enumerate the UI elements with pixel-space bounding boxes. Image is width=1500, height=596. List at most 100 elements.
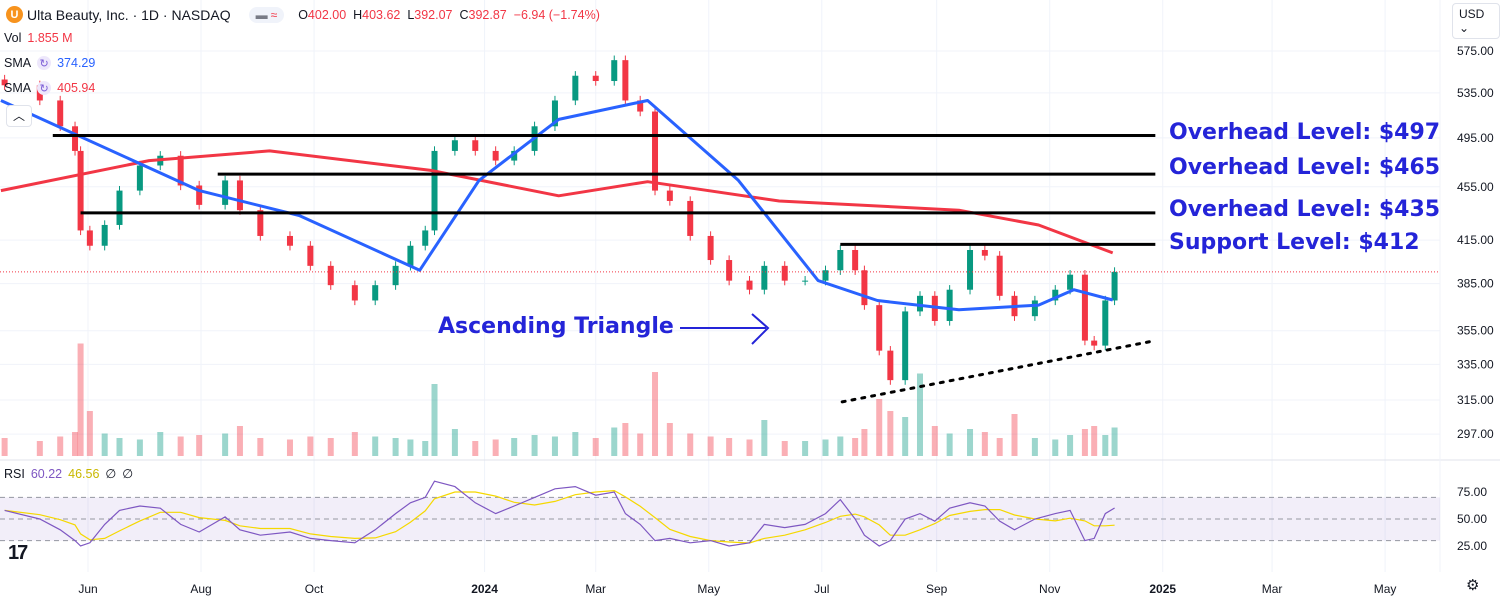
- volume-bar: [1011, 414, 1018, 456]
- candle-body: [1081, 274, 1088, 341]
- volume-bar: [746, 439, 753, 456]
- candle-body: [327, 265, 334, 286]
- candle-body: [372, 285, 379, 301]
- annotation-ascending-triangle: Ascending Triangle: [438, 314, 674, 339]
- candle-body: [726, 260, 733, 281]
- volume-bar: [1, 438, 8, 456]
- volume-bar: [707, 436, 714, 456]
- candle-body: [392, 265, 399, 286]
- tradingview-logo-icon[interactable]: 17: [8, 542, 28, 564]
- candle-body: [666, 190, 673, 201]
- volume-bar: [902, 417, 909, 456]
- candle-body: [902, 311, 909, 381]
- ohlc-values: O402.00 H403.62 L392.07 C392.87 −6.94 (−…: [298, 7, 600, 22]
- volume-legend[interactable]: Vol 1.855 M: [4, 31, 73, 45]
- volume-bar: [861, 429, 868, 456]
- volume-bar: [852, 438, 859, 456]
- rsi-tick-label: 50.00: [1457, 512, 1487, 526]
- sma200-legend[interactable]: SMA ↻ 405.94: [4, 81, 96, 95]
- candle-body: [1091, 340, 1098, 346]
- currency-select[interactable]: USD ⌄: [1452, 3, 1500, 39]
- candle-body: [946, 289, 953, 321]
- candle-body: [351, 285, 358, 301]
- candle-body: [622, 60, 629, 101]
- chart-style-toggle[interactable]: ▬ ≈: [248, 6, 285, 23]
- volume-bar: [931, 426, 938, 456]
- refresh-icon: ↻: [37, 56, 52, 70]
- collapse-legend-button[interactable]: ︿: [6, 105, 32, 127]
- volume-bar: [1031, 438, 1038, 456]
- volume-bar: [157, 432, 164, 456]
- x-tick-label: Sep: [926, 582, 948, 596]
- volume-bar: [687, 433, 694, 456]
- candle-body: [407, 245, 414, 266]
- volume-bar: [981, 432, 988, 456]
- candle-body: [707, 235, 714, 261]
- symbol-title[interactable]: Ulta Beauty, Inc. · 1D · NASDAQ: [27, 6, 231, 23]
- volume-bar: [611, 427, 618, 456]
- candle-body: [1, 79, 8, 86]
- volume-bar: [726, 438, 733, 456]
- volume-bar: [822, 439, 829, 456]
- volume-bar: [351, 432, 358, 456]
- candle-body: [57, 100, 64, 127]
- wave-icon: ≈: [270, 7, 278, 22]
- volume-bar: [652, 372, 659, 456]
- rsi-legend[interactable]: RSI 60.22 46.56 ∅ ∅: [4, 466, 134, 482]
- candle-body: [652, 111, 659, 191]
- candle-body: [592, 75, 599, 82]
- candle-body: [86, 230, 93, 246]
- candle-body: [1031, 300, 1038, 317]
- y-tick-label: 415.00: [1457, 233, 1494, 247]
- x-tick-label: Nov: [1039, 582, 1060, 596]
- volume-bar: [1067, 435, 1074, 456]
- candle-body: [307, 245, 314, 266]
- x-tick-label: Jul: [814, 582, 829, 596]
- chevron-up-icon: ︿: [12, 109, 25, 123]
- candle-body: [637, 100, 644, 112]
- volume-bar: [946, 433, 953, 456]
- candle-body: [1102, 300, 1109, 346]
- volume-bar: [637, 433, 644, 456]
- candle-body: [431, 150, 438, 231]
- candle-body: [236, 180, 243, 211]
- candle-body: [72, 126, 79, 151]
- sma50-legend[interactable]: SMA ↻ 374.29: [4, 56, 96, 70]
- x-tick-label: 2025: [1149, 582, 1176, 596]
- volume-bar: [77, 343, 84, 456]
- volume-bar: [1052, 439, 1059, 456]
- volume-bar: [286, 439, 293, 456]
- candle-body: [511, 150, 518, 161]
- y-tick-label: 315.00: [1457, 393, 1494, 407]
- volume-bar: [451, 429, 458, 456]
- symbol-header: U Ulta Beauty, Inc. · 1D · NASDAQ ▬ ≈ O40…: [6, 6, 600, 23]
- y-tick-label: 297.00: [1457, 427, 1494, 441]
- candle-body: [852, 249, 859, 271]
- candle-body: [572, 75, 579, 101]
- volume-bar: [761, 420, 768, 456]
- annotation-overhead-465: Overhead Level: $465: [1169, 155, 1441, 180]
- y-tick-label: 385.00: [1457, 277, 1494, 291]
- settings-icon[interactable]: ⚙: [1466, 577, 1480, 594]
- candle-body: [492, 150, 499, 161]
- x-tick-label: 2024: [471, 582, 498, 596]
- x-tick-label: Jun: [78, 582, 97, 596]
- volume-bar: [222, 433, 229, 456]
- rsi-ma-line: [4, 489, 1115, 544]
- y-tick-label: 335.00: [1457, 357, 1494, 371]
- candle-body: [77, 150, 84, 231]
- volume-bar: [116, 438, 123, 456]
- candle-body: [967, 249, 974, 290]
- volume-bar: [876, 399, 883, 456]
- volume-bar: [1102, 435, 1109, 456]
- volume-bar: [551, 436, 558, 456]
- y-tick-label: 355.00: [1457, 324, 1494, 338]
- volume-bar: [86, 411, 93, 456]
- volume-bar: [307, 436, 314, 456]
- volume-bar: [531, 435, 538, 456]
- annotation-overhead-497: Overhead Level: $497: [1169, 120, 1441, 145]
- candle-body: [837, 249, 844, 271]
- candle-body: [861, 270, 868, 306]
